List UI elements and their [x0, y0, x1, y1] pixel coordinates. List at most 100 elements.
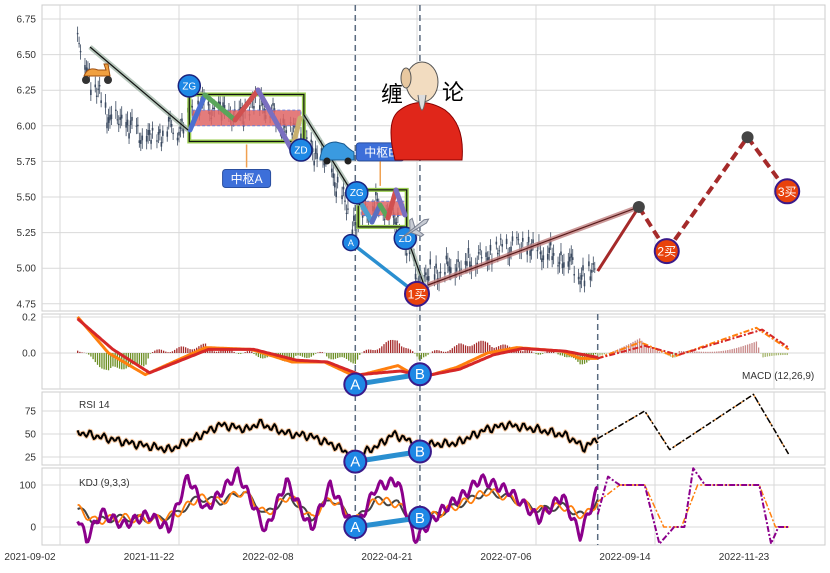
macd-forecast-bar	[654, 350, 655, 353]
macd-histogram-bar	[372, 350, 373, 353]
candle-body	[121, 115, 123, 119]
candle-body	[161, 142, 163, 147]
candle-body	[127, 120, 129, 126]
candle-body	[425, 272, 427, 275]
macd-histogram-bar	[595, 353, 596, 354]
macd-histogram-bar	[471, 345, 472, 353]
zhongshu-label: 中枢A	[231, 171, 263, 186]
candle-body	[466, 261, 468, 266]
candle-body	[128, 133, 130, 138]
macd-histogram-bar	[546, 352, 547, 353]
candle-body	[96, 96, 98, 97]
macd-forecast-bar	[734, 349, 735, 353]
macd-histogram-bar	[460, 343, 461, 353]
candle-body	[570, 254, 572, 258]
macd-histogram-bar	[258, 353, 259, 357]
candle-body	[353, 216, 355, 221]
macd-forecast-bar	[773, 353, 774, 356]
macd-forecast-bar	[718, 351, 719, 353]
macd-forecast-bar	[723, 351, 724, 353]
candle-body	[568, 261, 570, 266]
candle-body	[334, 182, 336, 187]
candle-body	[406, 253, 408, 256]
candle-body	[285, 130, 287, 133]
candle-body	[548, 248, 550, 253]
macd-histogram-bar	[172, 351, 173, 353]
candle-body	[94, 85, 96, 88]
candle-body	[100, 100, 102, 103]
y-tick-label: 6.75	[17, 15, 37, 26]
candle-body	[553, 253, 555, 256]
candle-body	[435, 264, 437, 269]
buy-signal-text: 1买	[408, 287, 427, 301]
macd-histogram-bar	[394, 340, 395, 353]
y-tick-label: 5.75	[17, 157, 37, 168]
macd-histogram-bar	[185, 347, 186, 353]
candle-body	[141, 136, 143, 141]
macd-histogram-bar	[364, 351, 365, 353]
y-tick-label: 5.00	[17, 264, 37, 275]
candle-body	[137, 125, 139, 126]
macd-forecast-bar	[784, 353, 785, 355]
macd-histogram-bar	[161, 350, 162, 353]
x-tick-label: 2022-11-23	[719, 552, 770, 563]
candle-body	[131, 117, 133, 121]
pivot-dot	[742, 131, 754, 143]
candle-body	[343, 187, 345, 190]
macd-histogram-bar	[300, 353, 301, 356]
macd-histogram-bar	[167, 352, 168, 353]
macd-forecast-bar	[749, 344, 750, 353]
macd-histogram-bar	[399, 343, 400, 353]
macd-histogram-bar	[344, 353, 345, 358]
macd-histogram-bar	[414, 353, 415, 354]
candle-body	[551, 256, 553, 260]
candle-body	[109, 115, 111, 120]
macd-forecast-bar	[639, 338, 640, 353]
candle-body	[313, 161, 315, 166]
macd-histogram-bar	[293, 353, 294, 358]
candle-body	[147, 130, 149, 135]
wheel	[104, 76, 112, 84]
candle-body	[178, 132, 180, 136]
candle-body	[384, 219, 386, 220]
macd-forecast-bar	[646, 347, 647, 353]
macd-forecast-bar	[778, 353, 779, 355]
candle-body	[291, 133, 293, 136]
macd-histogram-bar	[137, 353, 138, 364]
macd-forecast-bar	[729, 350, 730, 353]
macd-forecast-bar	[732, 349, 733, 353]
macd-histogram-bar	[156, 350, 157, 353]
candle-body	[478, 252, 480, 253]
macd-histogram-bar	[302, 353, 303, 357]
candle-body	[547, 254, 549, 260]
macd-histogram-bar	[245, 352, 246, 353]
y-tick-label: 5.25	[17, 228, 37, 239]
candle-body	[272, 103, 274, 106]
macd-forecast-bar	[738, 347, 739, 353]
candle-body	[177, 138, 179, 141]
macd-histogram-bar	[538, 353, 539, 355]
candle-body	[426, 276, 428, 280]
wheel	[82, 76, 90, 84]
macd-histogram-bar	[531, 351, 532, 353]
macd-histogram-bar	[381, 346, 382, 353]
macd-histogram-bar	[377, 350, 378, 353]
candle-body	[498, 250, 500, 251]
candle-body	[99, 85, 101, 86]
candle-body	[424, 275, 426, 276]
macd-histogram-bar	[412, 351, 413, 353]
macd-histogram-bar	[335, 353, 336, 359]
macd-histogram-bar	[315, 353, 316, 354]
macd-histogram-bar	[445, 352, 446, 353]
macd-histogram-bar	[355, 353, 356, 364]
candle-body	[78, 43, 80, 44]
macd-histogram-bar	[253, 353, 254, 354]
y-tick-label: 75	[25, 407, 37, 418]
macd-histogram-bar	[370, 350, 371, 353]
macd-forecast-bar	[681, 351, 682, 353]
macd-histogram-bar	[101, 353, 102, 369]
candle-body	[159, 129, 161, 133]
macd-histogram-bar	[474, 344, 475, 353]
y-tick-label: 50	[25, 430, 37, 441]
macd-histogram-bar	[520, 351, 521, 353]
